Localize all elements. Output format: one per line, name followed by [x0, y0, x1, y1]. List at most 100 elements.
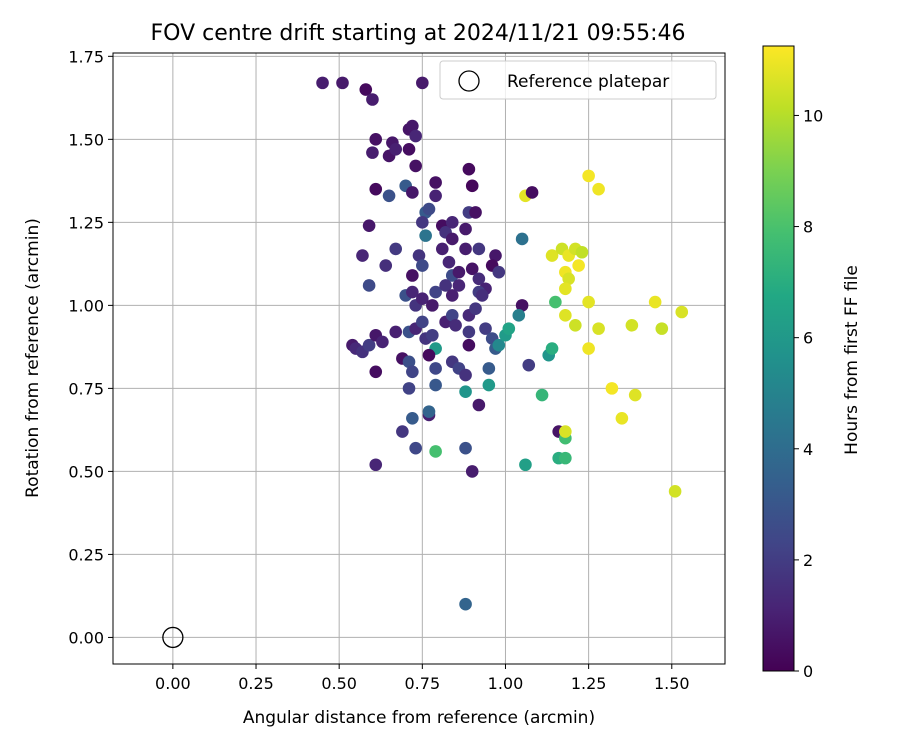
scatter-point: [462, 325, 476, 339]
scatter-point: [582, 295, 595, 309]
scatter-point: [625, 318, 639, 332]
scatter-point: [396, 425, 409, 438]
scatter-point: [482, 362, 496, 375]
scatter-point: [362, 338, 376, 352]
scatter-point: [559, 309, 572, 322]
scatter-point: [545, 249, 559, 262]
scatter-point: [462, 162, 476, 176]
scatter-point: [605, 382, 619, 395]
scatter-point: [519, 458, 532, 472]
scatter-point: [389, 325, 403, 339]
scatter-point: [452, 279, 466, 292]
scatter-point: [628, 388, 642, 402]
scatter-point: [366, 146, 379, 159]
scatter-point: [492, 338, 506, 352]
scatter-point: [406, 186, 419, 199]
scatter-point: [472, 398, 486, 412]
scatter-point: [459, 441, 472, 455]
scatter-point: [356, 249, 369, 262]
y-axis-ticks: 0.00 0.25 0.50 0.75 1.00 1.25 1.50 1.75: [68, 47, 113, 647]
scatter-point: [389, 142, 403, 156]
scatter-point: [648, 295, 662, 309]
scatter-point: [429, 285, 442, 299]
scatter-point: [406, 365, 419, 379]
colorbar-tick-label: 0: [803, 662, 813, 681]
scatter-point: [525, 186, 539, 199]
scatter-point: [462, 338, 476, 352]
scatter-point: [429, 445, 442, 458]
scatter-point: [409, 441, 422, 455]
legend-box: [439, 60, 717, 100]
scatter-point: [575, 245, 589, 259]
scatter-point: [582, 342, 595, 355]
scatter-point: [465, 179, 479, 193]
scatter-point: [569, 318, 582, 332]
scatter-point: [429, 189, 442, 203]
y-tick-label: 0.25: [68, 545, 104, 564]
y-tick-label: 0.50: [68, 462, 104, 481]
x-axis-ticks: 0.00 0.25 0.50 0.75 1.00 1.25 1.50: [155, 664, 690, 693]
colorbar-tick-label: 10: [803, 106, 823, 125]
scatter-point: [379, 259, 393, 272]
legend-marker-icon: [458, 70, 480, 92]
scatter-point: [369, 182, 383, 196]
scatter-point: [366, 93, 379, 106]
x-tick-label: 0.75: [405, 674, 441, 693]
scatter-point: [406, 411, 419, 425]
scatter-point: [668, 485, 682, 498]
chart-title: FOV centre drift starting at 2024/11/21 …: [151, 21, 686, 46]
reference-marker: [162, 626, 184, 649]
y-tick-label: 0.75: [68, 379, 104, 398]
x-axis-label: Angular distance from reference (arcmin): [243, 708, 595, 728]
scatter-point: [406, 269, 419, 282]
scatter-point: [416, 216, 429, 229]
scatter-point: [472, 272, 486, 286]
plot-frame: [112, 52, 726, 665]
scatter-point: [429, 176, 442, 189]
scatter-point: [592, 322, 605, 335]
x-tick-label: 1.00: [488, 674, 524, 693]
scatter-point: [572, 259, 585, 272]
scatter-point: [439, 279, 452, 292]
scatter-point: [382, 189, 396, 203]
scatter-point: [522, 358, 536, 372]
scatter-point: [422, 348, 436, 362]
colorbar-tick-label: 8: [803, 218, 813, 237]
scatter-point: [535, 388, 549, 402]
scatter-point: [442, 255, 456, 269]
scatter-point: [592, 182, 605, 196]
scatter-point: [472, 242, 486, 256]
scatter-point: [419, 229, 432, 242]
scatter-point: [402, 142, 416, 156]
legend-entry: Reference platepar: [507, 72, 669, 92]
scatter-point: [512, 309, 526, 322]
data-points: [316, 76, 689, 611]
scatter-point: [362, 219, 376, 232]
scatter-point: [469, 206, 482, 219]
scatter-point: [426, 328, 439, 342]
scatter-point: [459, 368, 472, 382]
scatter-point: [475, 289, 489, 302]
scatter-point: [459, 597, 472, 611]
scatter-point: [369, 458, 383, 472]
scatter-point: [582, 169, 595, 183]
scatter-point: [402, 355, 416, 369]
colorbar-tick-label: 2: [803, 551, 813, 570]
scatter-point: [416, 259, 429, 272]
scatter-point: [409, 159, 422, 173]
y-tick-label: 0.00: [68, 628, 104, 647]
x-tick-label: 0.50: [321, 674, 357, 693]
scatter-point: [482, 378, 496, 392]
scatter-point: [336, 76, 349, 90]
colorbar-ticks: 0 2 4 6 8 10: [794, 106, 823, 681]
grid-lines: [113, 53, 725, 664]
y-tick-label: 1.25: [68, 213, 104, 232]
scatter-point: [416, 315, 429, 329]
y-tick-label: 1.75: [68, 47, 104, 66]
scatter-point: [422, 202, 436, 216]
scatter-point: [615, 411, 629, 425]
scatter-point: [316, 76, 329, 90]
scatter-point: [416, 76, 429, 90]
scatter-point: [426, 299, 439, 312]
